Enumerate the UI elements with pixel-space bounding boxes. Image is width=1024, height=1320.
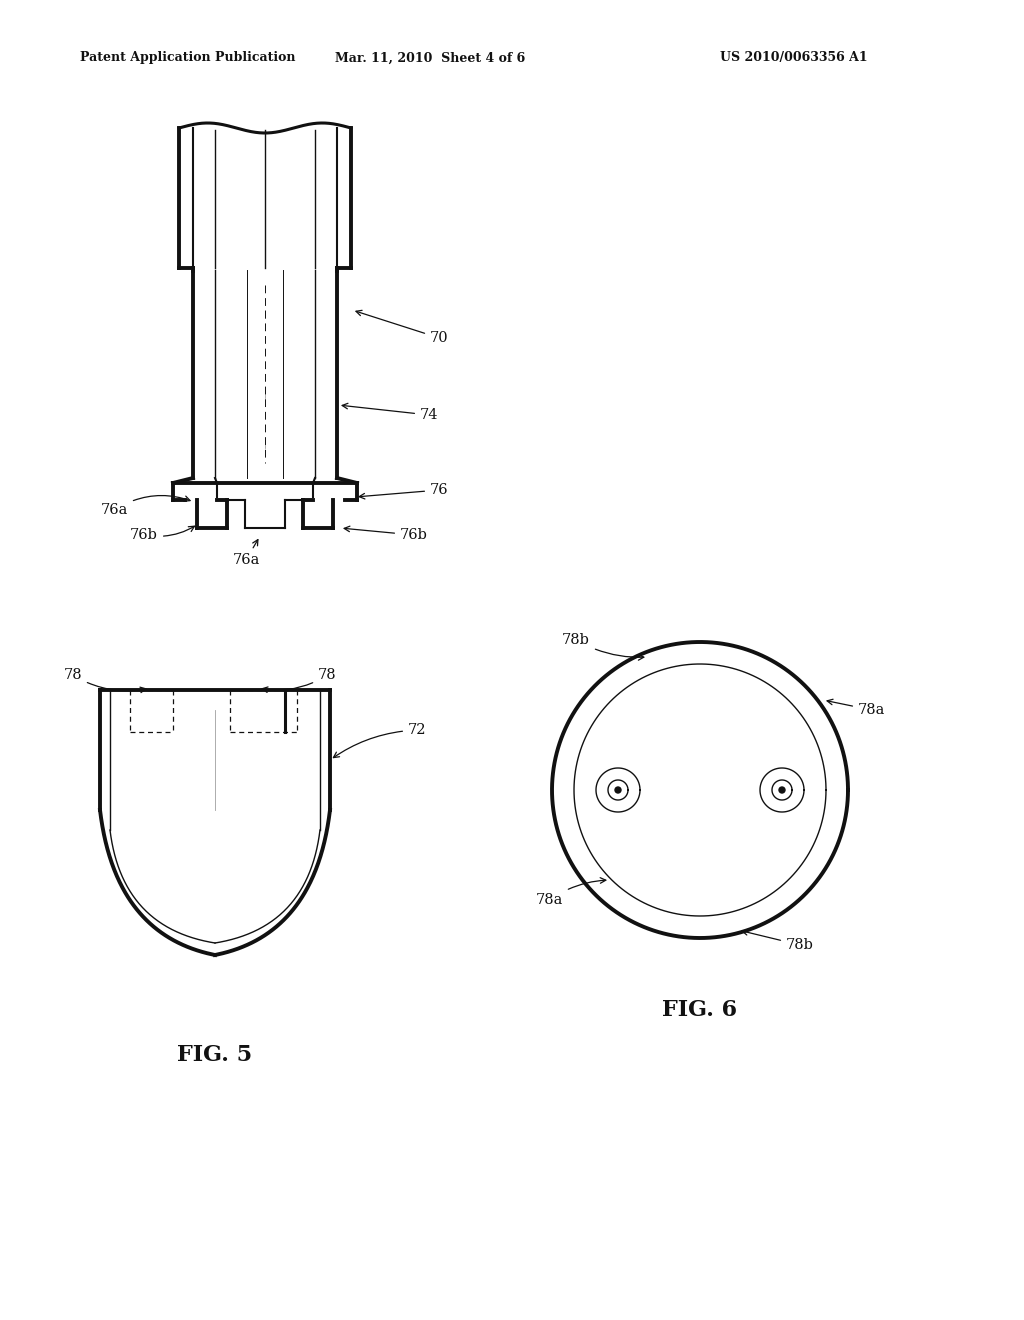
Text: US 2010/0063356 A1: US 2010/0063356 A1 xyxy=(720,51,867,65)
Text: 78b: 78b xyxy=(562,634,644,660)
Text: 70: 70 xyxy=(356,310,449,345)
Text: 78: 78 xyxy=(262,668,337,693)
Text: 78a: 78a xyxy=(536,878,606,907)
Text: 78: 78 xyxy=(63,668,145,693)
Text: 76a: 76a xyxy=(232,540,260,568)
Text: 72: 72 xyxy=(334,723,427,758)
Text: 78b: 78b xyxy=(742,929,814,952)
Text: Patent Application Publication: Patent Application Publication xyxy=(80,51,296,65)
Circle shape xyxy=(779,787,785,793)
Text: 74: 74 xyxy=(342,404,438,422)
Text: FIG. 5: FIG. 5 xyxy=(177,1044,253,1067)
Text: 76b: 76b xyxy=(130,527,195,543)
Text: 76b: 76b xyxy=(344,527,428,543)
Text: Mar. 11, 2010  Sheet 4 of 6: Mar. 11, 2010 Sheet 4 of 6 xyxy=(335,51,525,65)
Text: 76: 76 xyxy=(359,483,449,499)
Text: 76a: 76a xyxy=(100,495,190,517)
Circle shape xyxy=(615,787,621,793)
Text: FIG. 6: FIG. 6 xyxy=(663,999,737,1020)
Text: 78a: 78a xyxy=(827,700,886,717)
